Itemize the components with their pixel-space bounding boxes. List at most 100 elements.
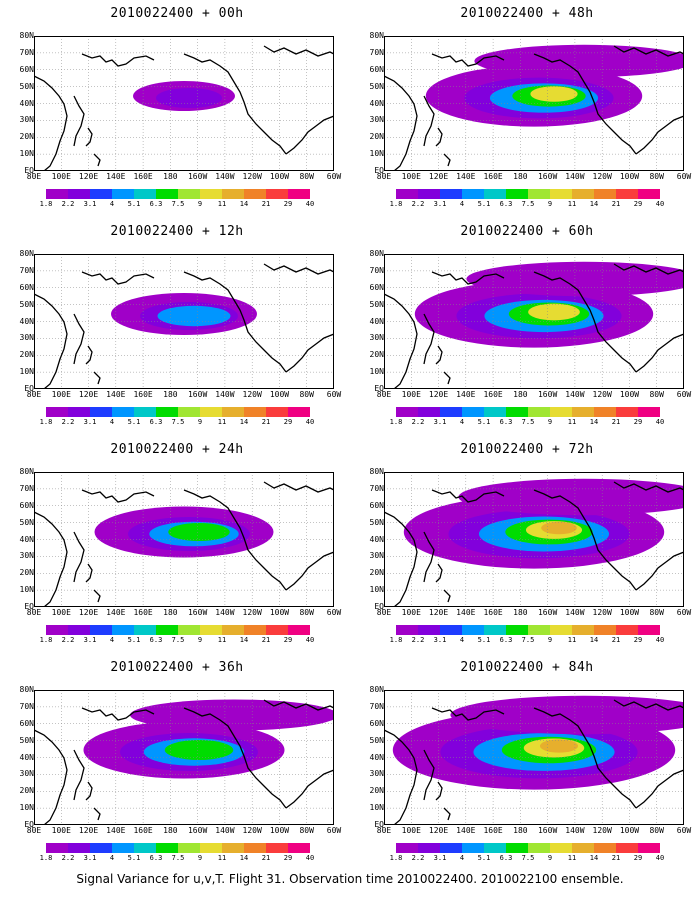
variance-map bbox=[34, 690, 334, 825]
coastline bbox=[431, 53, 505, 67]
colorbar-label: 1.8 bbox=[389, 636, 403, 644]
lon-label: 160E bbox=[483, 608, 503, 617]
coastline bbox=[533, 271, 637, 373]
colorbar-label: 7.5 bbox=[521, 854, 535, 862]
colorbar-swatch bbox=[46, 843, 68, 853]
lat-label: 80N bbox=[369, 685, 384, 694]
panel-title: 2010022400 + 48h bbox=[460, 6, 594, 21]
colorbar-label: 6.3 bbox=[149, 200, 163, 208]
lat-label: 70N bbox=[19, 701, 34, 711]
colorbar-swatch bbox=[462, 189, 484, 199]
coastline bbox=[183, 53, 287, 155]
lat-label: 20N bbox=[19, 786, 34, 796]
colorbar-label: 21 bbox=[261, 200, 271, 208]
map-panel: 2010022400 + 36h 80N 70N 60N 50N 40N 30N 20N 10N… bbox=[12, 660, 342, 875]
colorbar-label: 11 bbox=[567, 854, 577, 862]
coastline bbox=[73, 531, 85, 583]
colorbar-label: 6.3 bbox=[149, 418, 163, 426]
coastline bbox=[533, 489, 637, 591]
coastline bbox=[384, 75, 418, 171]
colorbar bbox=[46, 625, 310, 635]
coastline bbox=[81, 271, 155, 285]
lon-label: 100W bbox=[619, 172, 640, 181]
colorbar-label: 21 bbox=[261, 636, 271, 644]
lat-label: 80N bbox=[369, 249, 384, 258]
lon-label: 180 bbox=[513, 390, 528, 399]
lat-label: 80N bbox=[369, 467, 384, 476]
colorbar-swatch bbox=[550, 625, 572, 635]
lon-label: 140E bbox=[456, 826, 476, 835]
colorbar-swatch bbox=[156, 407, 178, 417]
lon-label: 160E bbox=[133, 826, 153, 835]
lon-label: 180 bbox=[163, 390, 178, 399]
lon-label: 100E bbox=[51, 826, 71, 835]
colorbar-swatch bbox=[594, 843, 616, 853]
colorbar-swatch bbox=[178, 625, 200, 635]
coastline bbox=[34, 511, 68, 607]
lon-label: 120W bbox=[242, 826, 262, 835]
lat-label: 10N bbox=[369, 803, 384, 813]
coastline bbox=[73, 313, 85, 365]
lon-label: 100E bbox=[51, 172, 71, 181]
lon-label: 120W bbox=[242, 390, 262, 399]
coastline bbox=[533, 53, 637, 155]
colorbar-label: 40 bbox=[305, 636, 315, 644]
coastline bbox=[431, 271, 505, 285]
colorbar-labels: 1.8 2.2 3.1 4 5.1 6.3 7.5 9 11 14 21 29 40 bbox=[40, 854, 315, 863]
colorbar-label: 5.1 bbox=[477, 854, 491, 862]
colorbar-label: 40 bbox=[655, 636, 665, 644]
colorbar-swatch bbox=[90, 407, 112, 417]
lon-label: 120W bbox=[592, 608, 612, 617]
colorbar-swatch bbox=[572, 625, 594, 635]
panel-title: 2010022400 + 12h bbox=[110, 224, 244, 239]
colorbar-label: 7.5 bbox=[171, 854, 185, 862]
colorbar-label: 5.1 bbox=[127, 418, 141, 426]
lon-axis: 80E 100E 120E 140E 160E 180 160W 140W 120W 100W 80… bbox=[377, 390, 691, 400]
colorbar-swatch bbox=[134, 843, 156, 853]
coastline bbox=[263, 263, 334, 275]
colorbar-label: 11 bbox=[217, 200, 227, 208]
colorbar-label: 21 bbox=[611, 854, 621, 862]
colorbar-swatch bbox=[550, 843, 572, 853]
coastline bbox=[85, 781, 93, 801]
colorbar-swatch bbox=[484, 625, 506, 635]
lat-label: 30N bbox=[369, 333, 384, 343]
lon-label: 180 bbox=[513, 172, 528, 181]
map-frame bbox=[34, 254, 334, 389]
colorbar-label: 14 bbox=[239, 636, 249, 644]
lat-label: 10N bbox=[19, 149, 34, 159]
colorbar-swatch bbox=[616, 843, 638, 853]
lon-label: 120E bbox=[78, 608, 99, 617]
coastline bbox=[423, 313, 435, 365]
colorbar-label: 14 bbox=[589, 636, 599, 644]
lat-label: 70N bbox=[19, 47, 34, 57]
map-frame bbox=[384, 254, 684, 389]
colorbar-label: 4 bbox=[109, 418, 115, 426]
lat-label: 40N bbox=[369, 752, 384, 762]
lat-label: 20N bbox=[19, 132, 34, 142]
lat-label: 70N bbox=[369, 701, 384, 711]
lon-axis: 80E 100E 120E 140E 160E 180 160W 140W 120W 100W 80… bbox=[27, 390, 341, 400]
map-frame bbox=[384, 690, 684, 825]
lon-label: 120E bbox=[78, 826, 99, 835]
lon-label: 80W bbox=[299, 390, 314, 399]
lon-label: 140E bbox=[456, 172, 476, 181]
colorbar-label: 5.1 bbox=[127, 200, 141, 208]
lat-label: 60N bbox=[369, 282, 384, 292]
coastline bbox=[384, 511, 418, 607]
colorbar-label: 2.2 bbox=[411, 200, 425, 208]
lon-label: 160E bbox=[133, 608, 153, 617]
lat-label: 30N bbox=[369, 769, 384, 779]
lon-axis: 80E 100E 120E 140E 160E 180 160W 140W 120W 100W 80… bbox=[377, 172, 691, 182]
panel-title: 2010022400 + 00h bbox=[110, 6, 244, 21]
colorbar bbox=[396, 407, 660, 417]
colorbar-label: 21 bbox=[611, 636, 621, 644]
coastline bbox=[423, 531, 435, 583]
variance-contour bbox=[168, 522, 230, 542]
lat-label: 20N bbox=[19, 350, 34, 360]
colorbar-swatch bbox=[418, 189, 440, 199]
colorbar-label: 14 bbox=[239, 200, 249, 208]
lat-label: 70N bbox=[369, 47, 384, 57]
lon-label: 100W bbox=[269, 172, 290, 181]
lat-label: 50N bbox=[19, 735, 34, 745]
